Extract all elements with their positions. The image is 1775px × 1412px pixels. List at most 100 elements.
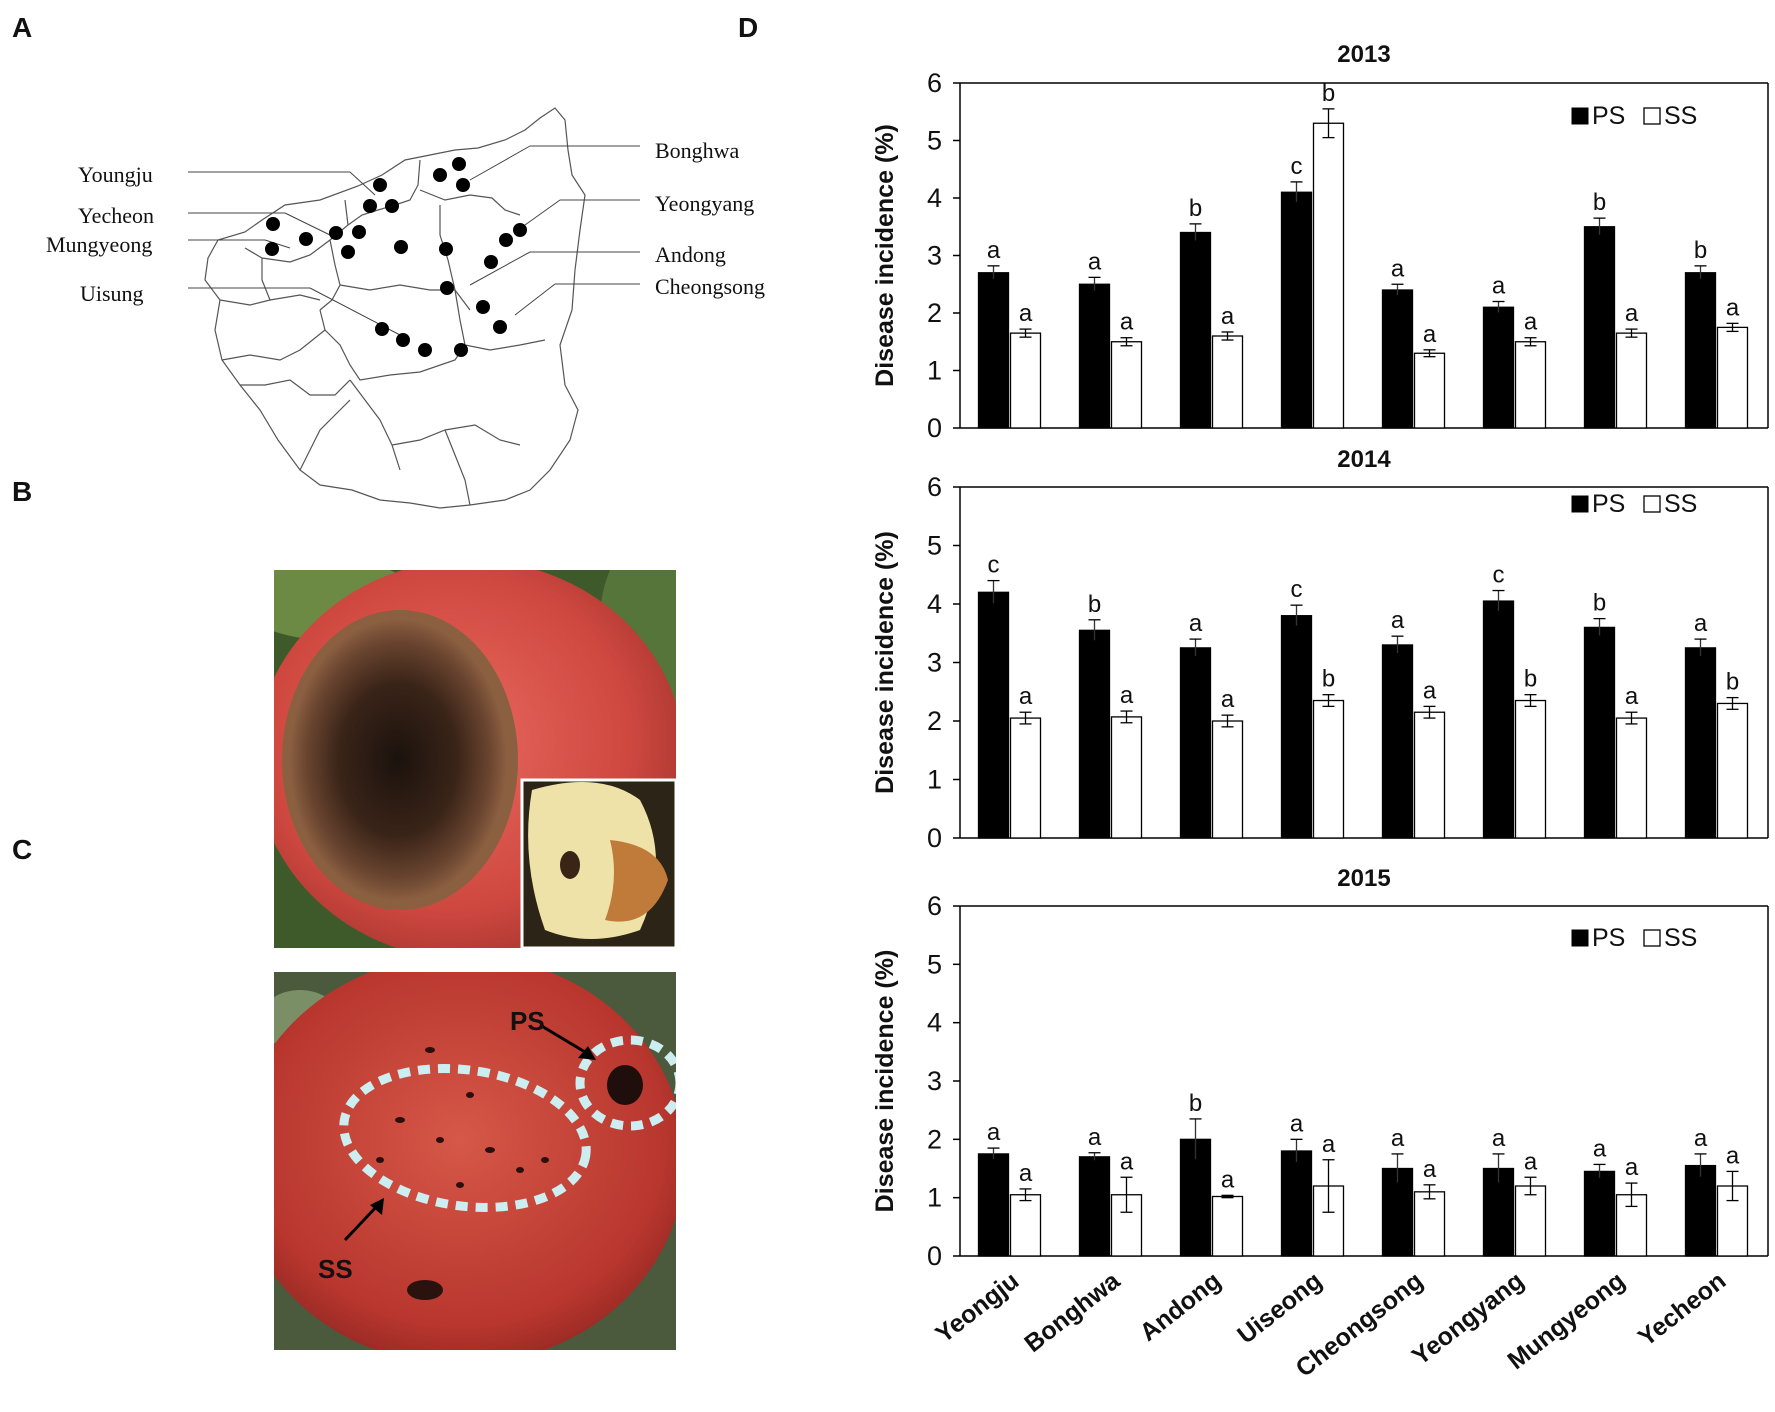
significance-letter: a [1088,248,1102,275]
significance-letter: a [1019,1160,1033,1187]
ss-arrow-head [370,1198,384,1215]
y-tick-label: 3 [927,241,942,271]
photo-c-label-ss: SS [318,1254,353,1284]
map-sample-sites [265,157,527,357]
bar-ss [1615,332,1648,429]
significance-letter: c [1291,576,1303,603]
y-tick-label: 5 [927,531,942,561]
map-outline [204,107,586,509]
site-dot [341,245,355,259]
apple-c [274,972,676,1350]
significance-letter: a [1088,1124,1102,1151]
bar-ps [977,1153,1010,1257]
site-dot [499,233,513,247]
y-tick-label: 4 [927,183,942,213]
significance-letter: a [1322,1131,1336,1158]
significance-letter: b [1524,666,1537,693]
legend-swatch-ss [1643,107,1661,125]
ss-spot [436,1137,444,1143]
significance-letter: a [1423,1156,1437,1183]
bar-ps [1179,647,1212,839]
y-tick-label: 2 [927,298,942,328]
significance-letter: a [1221,303,1235,330]
map-label-cheongsong: Cheongsong [655,274,765,299]
y-tick-label: 6 [927,68,942,98]
site-dot [439,242,453,256]
ps-arrow-line [539,1023,591,1057]
leader-cheongsong-tail [514,283,556,316]
legend-swatch-ss [1643,495,1661,513]
legend-swatch-ps [1571,495,1589,513]
significance-letter: a [1593,1135,1607,1162]
significance-letter: c [1493,562,1505,589]
bar-ss [1716,326,1749,429]
ss-dashed-outline [339,1064,591,1212]
map-label-yeongyang: Yeongyang [655,191,754,216]
ps-dashed-outline [575,1035,676,1131]
significance-letter: b [1322,666,1335,693]
y-tick-label: 6 [927,472,942,502]
y-axis-label: Disease incidence (%) [871,531,899,794]
site-dot [513,223,527,237]
panel-letter-c: C [12,834,33,865]
map-label-mungyeong: Mungyeong [46,232,152,257]
site-dot [418,343,432,357]
significance-letter: a [1726,1142,1740,1169]
bar-ss [1110,716,1143,839]
significance-letter: c [988,552,1000,579]
y-tick-label: 5 [927,126,942,156]
significance-letter: a [1492,1125,1506,1152]
y-tick-label: 0 [927,1241,942,1271]
significance-letter: b [1726,669,1739,696]
site-dot [476,300,490,314]
bar-ps [1684,647,1717,839]
x-category-label: Bonghwa [1019,1266,1126,1358]
legend-swatch-ss [1643,929,1661,947]
legend-label-ps: PS [1592,924,1625,952]
y-tick-label: 3 [927,648,942,678]
photo-b-apple-rot [274,570,676,948]
bar-ps [1482,306,1515,429]
site-dot [363,199,377,213]
bar-ss [1716,702,1749,839]
significance-letter: a [1625,1154,1639,1181]
significance-letter: b [1593,590,1606,617]
site-dot [329,226,343,240]
legend-label-ps: PS [1592,490,1625,518]
y-tick-label: 0 [927,413,942,443]
significance-letter: a [1524,1148,1538,1175]
ss-spot [376,1157,384,1163]
significance-letter: a [1726,294,1740,321]
ss-spot [425,1047,435,1053]
significance-letter: a [1120,682,1134,709]
significance-letter: a [1120,309,1134,336]
significance-letter: a [987,237,1001,264]
y-axis-label: Disease incidence (%) [871,950,899,1213]
site-dot [266,217,280,231]
bar-ps [1684,272,1717,429]
significance-letter: a [1290,1110,1304,1137]
y-axis-label: Disease incidence (%) [871,124,899,387]
significance-letter: a [1524,309,1538,336]
bar-ss [1413,711,1446,839]
map-label-andong: Andong [655,242,726,267]
bar-ss [1514,341,1547,429]
y-tick-label: 1 [927,356,942,386]
bar-ps [1583,626,1616,839]
leader-yecheon-tail [284,212,331,236]
site-dot [385,199,399,213]
site-dot [493,320,507,334]
chart-title: 2013 [1337,41,1390,68]
chart-title: 2015 [1337,865,1390,892]
significance-letter: b [1189,1090,1202,1117]
chart-2014: 2014 0 1 2 3 4 5 6 Disease incidence (%) c b a c a c b a… [871,446,1769,853]
bar-ps [1078,1156,1111,1257]
legend-label-ss: SS [1664,102,1697,130]
inset-rot [605,840,668,922]
ss-spot [541,1157,549,1163]
y-tick-label: 0 [927,823,942,853]
legend-swatch-ps [1571,929,1589,947]
site-dot [373,178,387,192]
leader-yeongyang-tail [524,199,561,226]
